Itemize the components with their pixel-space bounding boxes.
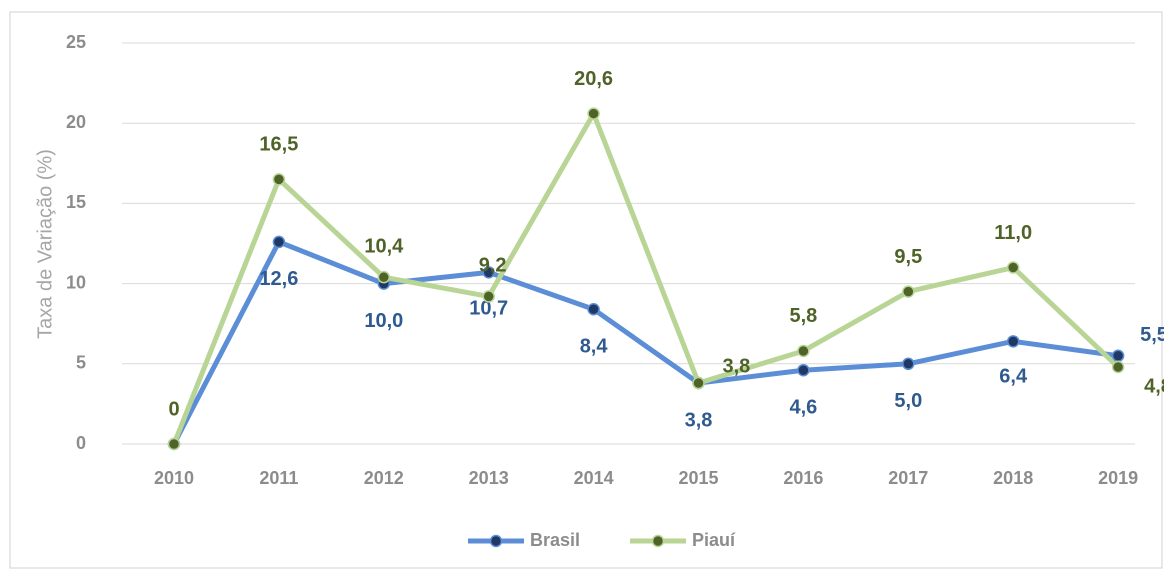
point-marker xyxy=(377,270,391,284)
point-marker xyxy=(902,285,915,298)
data-label: 10,7 xyxy=(469,298,508,320)
y-tick-label: 15 xyxy=(66,192,86,212)
data-label: 9,2 xyxy=(479,255,507,277)
x-tick-label: 2019 xyxy=(1098,468,1138,488)
point-marker xyxy=(692,376,705,390)
y-tick-label: 0 xyxy=(76,433,86,453)
x-tick-label: 2016 xyxy=(783,468,823,488)
point-marker xyxy=(1006,335,1020,348)
x-tick-label: 2018 xyxy=(993,468,1033,488)
x-tick-label: 2010 xyxy=(154,468,194,488)
legend-label: Piauí xyxy=(692,530,736,550)
data-label: 5,0 xyxy=(894,390,922,412)
point-marker xyxy=(272,235,286,249)
y-tick-label: 25 xyxy=(66,32,86,52)
x-tick-label: 2017 xyxy=(888,468,928,488)
point-marker xyxy=(1111,349,1125,363)
data-label: 3,8 xyxy=(723,355,751,377)
data-label: 10,0 xyxy=(364,310,403,332)
point-marker xyxy=(482,266,495,279)
data-label: 20,6 xyxy=(574,68,613,90)
data-label: 5,8 xyxy=(789,305,817,327)
point-marker xyxy=(587,107,600,120)
data-label: 9,5 xyxy=(894,246,922,268)
point-marker xyxy=(797,363,810,377)
x-tick-label: 2013 xyxy=(469,468,509,488)
point-marker xyxy=(587,303,600,316)
x-tick-label: 2011 xyxy=(259,468,298,488)
point-marker xyxy=(1111,360,1125,374)
x-tick-label: 2015 xyxy=(678,468,718,488)
point-marker xyxy=(797,344,810,358)
data-label: 4,6 xyxy=(789,396,817,418)
y-tick-label: 20 xyxy=(66,112,86,132)
y-tick-label: 5 xyxy=(76,353,86,373)
x-tick-label: 2012 xyxy=(364,468,404,488)
data-label: 5,5 xyxy=(1140,324,1164,346)
data-label: 4,8 xyxy=(1144,375,1164,397)
point-marker xyxy=(482,290,495,303)
data-label: 16,5 xyxy=(259,134,298,156)
point-marker xyxy=(1006,261,1020,274)
point-marker xyxy=(902,357,915,371)
data-label: 12,6 xyxy=(259,268,298,290)
data-label: 10,4 xyxy=(364,235,404,257)
series-line xyxy=(171,111,1120,445)
chart-frame xyxy=(9,11,1163,569)
y-tick-label: 10 xyxy=(66,272,86,292)
legend-label: Brasil xyxy=(530,530,580,550)
data-label: 0 xyxy=(168,398,179,420)
series-line xyxy=(171,239,1119,446)
data-label: 3,8 xyxy=(685,409,713,431)
point-marker xyxy=(167,437,181,451)
legend-marker xyxy=(489,534,503,548)
y-axis-label: Taxa de Variação (%) xyxy=(34,149,56,339)
legend-marker xyxy=(651,534,665,548)
point-marker xyxy=(272,173,286,186)
data-label: 8,4 xyxy=(580,336,609,358)
data-label: 11,0 xyxy=(994,222,1032,244)
data-label: 6,4 xyxy=(999,366,1028,388)
x-tick-label: 2014 xyxy=(574,468,614,488)
